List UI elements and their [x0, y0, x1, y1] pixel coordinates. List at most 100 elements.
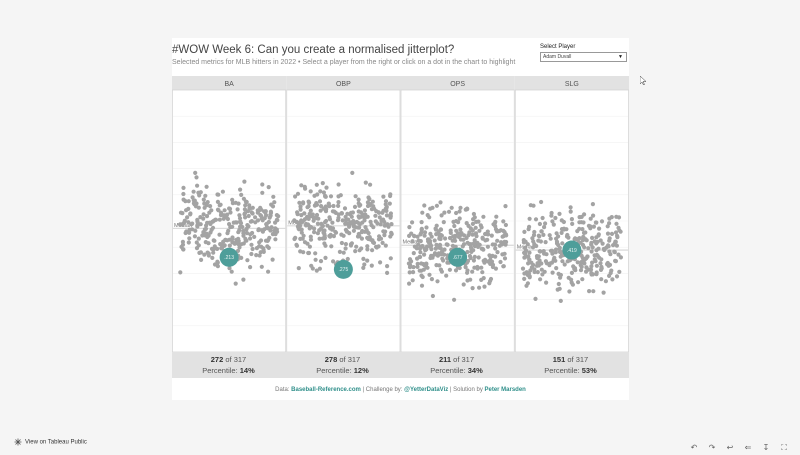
- player-dot[interactable]: [467, 230, 472, 235]
- player-dot[interactable]: [242, 211, 248, 216]
- player-dot[interactable]: [303, 186, 308, 191]
- player-dot[interactable]: [272, 200, 277, 205]
- share-icon[interactable]: ⇐: [744, 443, 752, 452]
- player-dot[interactable]: [343, 214, 348, 219]
- player-dot[interactable]: [613, 230, 619, 235]
- player-dot[interactable]: [411, 265, 416, 270]
- player-dot[interactable]: [472, 238, 477, 243]
- player-dot[interactable]: [584, 256, 589, 261]
- player-dot[interactable]: [522, 229, 527, 234]
- player-dot[interactable]: [266, 269, 271, 274]
- player-dot[interactable]: [343, 246, 348, 251]
- player-dot[interactable]: [483, 257, 488, 262]
- player-dot[interactable]: [345, 256, 350, 262]
- player-dot[interactable]: [353, 194, 358, 199]
- player-dot[interactable]: [471, 258, 476, 263]
- player-dot[interactable]: [547, 263, 552, 268]
- player-dot[interactable]: [438, 246, 443, 251]
- player-dot[interactable]: [293, 194, 298, 199]
- player-dot[interactable]: [420, 243, 425, 249]
- selected-player-dot[interactable]: [333, 259, 353, 279]
- player-dot[interactable]: [542, 225, 547, 230]
- player-dot[interactable]: [237, 216, 243, 221]
- player-dot[interactable]: [336, 194, 341, 199]
- player-dot[interactable]: [328, 194, 334, 199]
- player-dot[interactable]: [385, 264, 390, 269]
- player-dot[interactable]: [306, 250, 312, 256]
- footer-data-link[interactable]: Baseball-Reference.com: [291, 387, 361, 393]
- player-dot[interactable]: [365, 247, 370, 252]
- player-dot[interactable]: [495, 250, 500, 255]
- player-dot[interactable]: [410, 278, 415, 283]
- player-dot[interactable]: [480, 246, 485, 252]
- player-dot[interactable]: [186, 220, 191, 225]
- player-dot[interactable]: [589, 271, 594, 276]
- player-dot[interactable]: [242, 207, 247, 212]
- player-dot[interactable]: [550, 248, 555, 253]
- player-dot[interactable]: [422, 230, 428, 235]
- player-dot[interactable]: [337, 249, 342, 254]
- player-dot[interactable]: [420, 274, 425, 280]
- player-dot[interactable]: [186, 199, 191, 204]
- player-dot[interactable]: [470, 232, 475, 237]
- player-dot[interactable]: [383, 243, 388, 248]
- player-dot[interactable]: [210, 225, 216, 230]
- player-dot[interactable]: [203, 193, 208, 198]
- player-dot[interactable]: [359, 246, 364, 251]
- player-dot[interactable]: [308, 234, 313, 239]
- player-dot[interactable]: [183, 199, 188, 204]
- player-dot[interactable]: [617, 269, 622, 274]
- player-dot[interactable]: [544, 252, 549, 257]
- player-dot[interactable]: [358, 210, 364, 215]
- player-dot[interactable]: [616, 252, 621, 257]
- player-dot[interactable]: [422, 252, 427, 257]
- player-dot[interactable]: [607, 216, 612, 221]
- player-dot[interactable]: [557, 286, 562, 291]
- player-dot[interactable]: [369, 263, 374, 268]
- player-dot[interactable]: [362, 262, 367, 267]
- player-dot[interactable]: [411, 270, 416, 275]
- player-dot[interactable]: [434, 232, 439, 237]
- player-dot[interactable]: [561, 219, 566, 225]
- player-dot[interactable]: [575, 229, 580, 234]
- player-dot[interactable]: [453, 238, 458, 243]
- player-dot[interactable]: [225, 231, 230, 236]
- player-dot[interactable]: [321, 206, 326, 211]
- player-dot[interactable]: [383, 199, 389, 204]
- player-dot[interactable]: [543, 221, 548, 226]
- player-dot[interactable]: [233, 281, 238, 286]
- player-dot[interactable]: [195, 183, 200, 188]
- player-dot[interactable]: [263, 210, 268, 215]
- player-dot[interactable]: [270, 204, 276, 209]
- player-dot[interactable]: [532, 267, 537, 272]
- player-dot[interactable]: [306, 216, 311, 221]
- player-dot[interactable]: [601, 290, 606, 295]
- player-dot[interactable]: [202, 252, 207, 257]
- player-dot[interactable]: [181, 185, 186, 190]
- player-dot[interactable]: [307, 211, 312, 216]
- player-dot[interactable]: [472, 215, 477, 220]
- player-dot[interactable]: [376, 237, 382, 242]
- player-dot[interactable]: [365, 244, 370, 249]
- player-dot[interactable]: [588, 224, 593, 229]
- player-dot[interactable]: [305, 222, 311, 227]
- player-dot[interactable]: [470, 286, 475, 291]
- player-dot[interactable]: [380, 240, 385, 245]
- player-dot[interactable]: [444, 273, 449, 278]
- player-dot[interactable]: [556, 242, 561, 248]
- player-dot[interactable]: [381, 194, 386, 199]
- player-dot[interactable]: [434, 203, 439, 208]
- player-dot[interactable]: [211, 250, 216, 255]
- player-dot[interactable]: [549, 213, 554, 218]
- player-dot[interactable]: [411, 251, 416, 256]
- player-dot[interactable]: [260, 218, 265, 223]
- player-dot[interactable]: [616, 215, 622, 220]
- player-dot[interactable]: [580, 277, 585, 282]
- player-dot[interactable]: [330, 220, 335, 225]
- player-dot[interactable]: [297, 200, 302, 205]
- player-dot[interactable]: [461, 282, 466, 287]
- player-dot[interactable]: [457, 216, 462, 221]
- player-dot[interactable]: [614, 243, 619, 248]
- player-dot[interactable]: [328, 232, 333, 237]
- player-dot[interactable]: [371, 225, 376, 230]
